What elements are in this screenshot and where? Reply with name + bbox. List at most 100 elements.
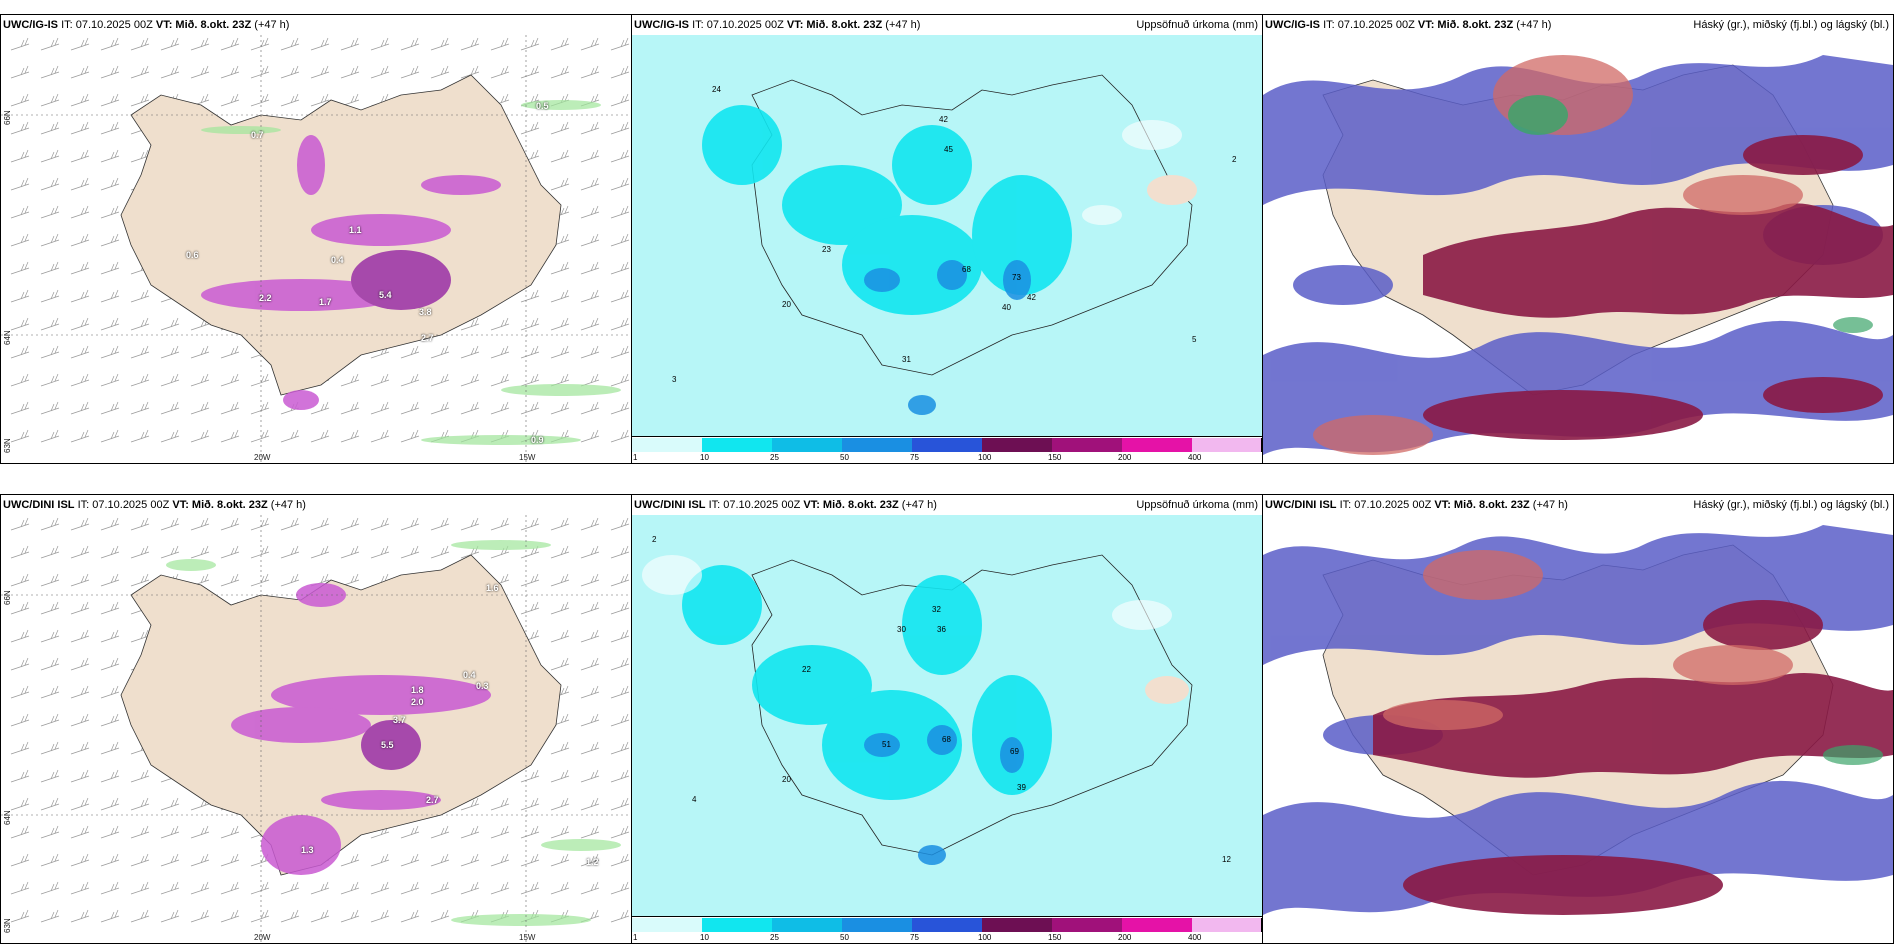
wind-barb xyxy=(70,685,90,699)
wind-barb xyxy=(70,373,90,387)
wind-barb xyxy=(100,853,120,867)
wind-barb xyxy=(280,545,300,559)
precip-value: 36 xyxy=(937,625,946,634)
wind-barb xyxy=(400,909,420,923)
wind-barb xyxy=(310,37,330,51)
wind-barb xyxy=(340,853,360,867)
wind-barb xyxy=(40,317,60,331)
wind-barb xyxy=(160,517,180,531)
wind-barb xyxy=(10,713,30,727)
precip-value: 32 xyxy=(932,605,941,614)
wind-barb xyxy=(430,545,450,559)
wind-barb xyxy=(10,317,30,331)
colorbar-segment xyxy=(912,918,983,932)
precip-value: 5 xyxy=(1192,335,1197,344)
wind-barb xyxy=(400,517,420,531)
wind-barb xyxy=(10,881,30,895)
wind-barb xyxy=(190,401,210,415)
wind-barb xyxy=(520,37,540,51)
wind-barb xyxy=(190,65,210,79)
wind-barb xyxy=(130,545,150,559)
precip-panel-header: UWC/IG-IS IT: 07.10.2025 00Z VT: Mið. 8.… xyxy=(632,15,1262,35)
precip-value: 2 xyxy=(1232,155,1237,164)
wind-barb xyxy=(400,345,420,359)
wind-barb xyxy=(100,685,120,699)
wind-value: 0.3 xyxy=(476,681,489,691)
wind-barb xyxy=(580,825,600,839)
wind-barb xyxy=(100,601,120,615)
wind-barb xyxy=(550,573,570,587)
wind-barb xyxy=(550,65,570,79)
wind-barb xyxy=(400,37,420,51)
wind-barb xyxy=(100,93,120,107)
precip-value: 42 xyxy=(1027,293,1036,302)
wind-barb xyxy=(40,345,60,359)
wind-barb xyxy=(460,881,480,895)
wind-barb xyxy=(40,65,60,79)
colorbar-tick: 200 xyxy=(1118,453,1132,462)
wind-barb xyxy=(550,149,570,163)
wind-barb xyxy=(220,345,240,359)
colorbar-segment xyxy=(982,438,1053,452)
wind-barb xyxy=(40,401,60,415)
wind-value: 0.7 xyxy=(251,130,264,140)
wind-barb xyxy=(610,713,630,727)
wind-barb xyxy=(70,769,90,783)
wind-barb xyxy=(490,853,510,867)
cloud-map xyxy=(1263,35,1893,463)
colorbar-tick: 25 xyxy=(770,453,779,462)
wind-barb xyxy=(250,545,270,559)
precip-value: 4 xyxy=(692,795,697,804)
wind-barb xyxy=(550,37,570,51)
wind-barb xyxy=(40,797,60,811)
wind-barb xyxy=(10,741,30,755)
wind-barb xyxy=(580,261,600,275)
colorbar-tick: 50 xyxy=(840,453,849,462)
wind-barb xyxy=(610,261,630,275)
wind-barb xyxy=(10,601,30,615)
wind-barb xyxy=(70,289,90,303)
wind-barb xyxy=(70,797,90,811)
precip-value: 40 xyxy=(1002,303,1011,312)
wind-barb xyxy=(70,177,90,191)
wind-barb xyxy=(100,261,120,275)
wind-panel-header: UWC/DINI ISL IT: 07.10.2025 00Z VT: Mið.… xyxy=(1,495,631,515)
wind-barb xyxy=(610,345,630,359)
wind-barb xyxy=(340,909,360,923)
wind-barb xyxy=(100,373,120,387)
wind-barb xyxy=(220,881,240,895)
wind-barb xyxy=(520,825,540,839)
wind-barb xyxy=(550,881,570,895)
wind-barb xyxy=(100,233,120,247)
wind-barb xyxy=(100,317,120,331)
wind-barb xyxy=(610,401,630,415)
wind-barb xyxy=(130,573,150,587)
wind-value: 1.1 xyxy=(349,225,362,235)
wind-barb xyxy=(460,37,480,51)
wind-barb xyxy=(10,517,30,531)
wind-barb xyxy=(370,373,390,387)
wind-barb xyxy=(190,909,210,923)
colorbar-segment xyxy=(1052,438,1123,452)
colorbar-segment xyxy=(632,438,703,452)
wind-barb xyxy=(370,37,390,51)
wind-barb xyxy=(490,317,510,331)
wind-barb xyxy=(340,517,360,531)
wind-barb xyxy=(40,233,60,247)
wind-barb xyxy=(10,37,30,51)
wind-barb xyxy=(430,881,450,895)
wind-value: 2.7 xyxy=(426,795,439,805)
precip-panel-row2: UWC/DINI ISL IT: 07.10.2025 00Z VT: Mið.… xyxy=(631,494,1263,944)
precip-value: 20 xyxy=(782,775,791,784)
wind-barb xyxy=(10,545,30,559)
precip-value: 68 xyxy=(962,265,971,274)
wind-barb xyxy=(580,177,600,191)
wind-barb xyxy=(400,429,420,443)
wind-value: 3.8 xyxy=(419,307,432,317)
wind-barb xyxy=(610,909,630,923)
wind-barb xyxy=(40,629,60,643)
wind-barb xyxy=(460,825,480,839)
wind-barb xyxy=(190,825,210,839)
precip-map: 32 36 30 51 68 69 39 22 20 4 2 12 xyxy=(632,515,1262,917)
wind-barb xyxy=(10,853,30,867)
